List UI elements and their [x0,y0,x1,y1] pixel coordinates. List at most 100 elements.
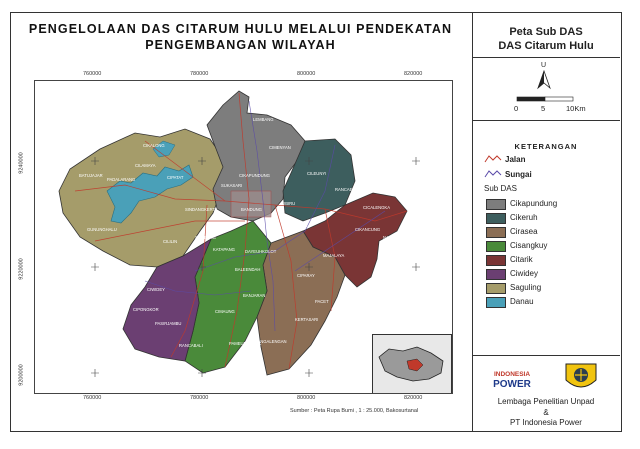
grid-top-3: 800000 [297,71,316,77]
map-title-line-1: PENGELOLAAN DAS CITARUM HULU MELALUI PEN… [28,22,453,36]
place-label: SUKASARI [221,183,242,188]
place-label: CIPONGKOR [133,307,159,312]
inset-map [372,334,452,393]
subdas-swatch-saguling [486,283,506,294]
subdas-swatch-cikeruh [486,213,506,224]
subdas-label-saguling: Saguling [510,283,542,292]
grid-marks [91,157,420,377]
scale-label-10: 10Km [566,104,586,113]
place-label: BANDUNG [241,207,262,212]
place-label: CILEUNYI [307,171,326,176]
road-line-icon [484,155,502,163]
place-label: NAGREG [383,235,401,240]
place-label: PACET [315,299,329,304]
place-label: MAJALAYA [323,253,344,258]
place-label: CICALENGKA [363,205,390,210]
credit-line-3: PT Indonesia Power [510,418,582,427]
subdas-label-cisangkuy: Cisangkuy [510,241,548,250]
subdas-label-cikapundung: Cikapundung [510,199,558,208]
grid-top-4: 820000 [404,71,423,77]
north-label: U [541,62,547,69]
place-label: CIMAUNG [215,309,235,314]
sidebar-title-1: Peta Sub DAS [509,26,583,38]
place-label: CIWIDEY [147,287,165,292]
region-cikapundung [206,90,306,222]
grid-top-2: 780000 [190,71,209,77]
indonesia-power-logo: INDONESIA POWER [486,368,538,390]
subdas-label-citarik: Citarik [510,255,533,264]
place-label: CIKALONG [143,143,165,148]
place-label: DAYEUHKOLOT [245,249,277,254]
inset-west-java [378,346,444,382]
river-line-icon [484,170,502,178]
sidebar-title-2: DAS Citarum Hulu [498,40,594,52]
grid-left-2: 9220000 [18,258,25,280]
rivers [144,100,386,332]
credit-text: Lembaga Penelitian Unpad & PT Indonesia … [472,397,620,429]
legend-river: Sungai [505,170,532,179]
place-label: CIKAPUNDUNG [239,173,270,178]
place-label: RANCAEKEK [335,187,361,192]
grid-bottom-1: 760000 [83,395,102,401]
place-label: SOREANG [195,235,216,240]
region-ciwidey [122,238,212,362]
subdas-label-cirasea: Cirasea [510,227,538,236]
place-label: LEMBANG [253,117,273,122]
subdas-label-ciwidey: Ciwidey [510,269,539,278]
place-label: BATUJAJAR [79,173,103,178]
subdas-swatch-cikapundung [486,199,506,210]
place-label: KATAPANG [213,247,235,252]
legend-road: Jalan [505,155,526,164]
subdas-label-cikeruh: Cikeruh [510,213,538,222]
grid-left-3: 9200000 [18,364,25,386]
subdas-title: Sub DAS [484,184,517,193]
place-label: KERTASARI [295,317,318,322]
roads [74,92,408,370]
scale-label-0: 0 [514,104,519,113]
subdas-label-danau: Danau [510,297,534,306]
place-label: GUNUNGHALU [87,227,117,232]
scale-label-5: 5 [541,104,546,113]
subdas-map: CIKALONG CILAMAYA CIPATAT PADALARANG BATUJAJ… [58,90,420,377]
place-label: RANCABALI [179,343,203,348]
place-label: CIBIRU [281,201,295,206]
place-label: PANGALENGAN [255,339,287,344]
source-note: Sumber : Peta Rupa Bumi , 1 : 25.000, Ba… [290,408,419,414]
region-cikeruh [282,138,356,222]
map-title-line-2: PENGEMBANGAN WILAYAH [145,38,336,52]
credit-line-1: Lembaga Penelitian Unpad [497,397,595,406]
subdas-swatch-ciwidey [486,269,506,280]
place-label: ARJASARI [287,223,307,228]
grid-left-1: 9240000 [18,152,25,174]
grid-bottom-3: 800000 [297,395,316,401]
place-label: BALEENDAH [235,267,260,272]
scale-bar [516,96,574,102]
place-label: SINDANGKERTA [185,207,218,212]
divider [472,120,620,121]
map-canvas: CIKALONG CILAMAYA CIPATAT PADALARANG BATUJAJ… [34,80,453,394]
divider [472,355,620,356]
credit-line-2: & [543,407,549,417]
unpad-logo [565,363,597,388]
legend-title: KETERANGAN [514,142,578,151]
place-label: CIMENYAN [269,145,291,150]
north-arrow-icon [537,70,551,90]
place-label: CIKANCUNG [355,227,380,232]
place-label: CIPARAY [297,273,315,278]
lake-saguling [106,164,194,224]
subdas-swatch-cisangkuy [486,241,506,252]
subdas-swatch-cirasea [486,227,506,238]
place-label: CILILIN [163,239,177,244]
place-label: PADALARANG [107,177,135,182]
place-label: PAMEUNGPEUK [229,341,261,346]
svg-text:INDONESIA: INDONESIA [494,371,530,378]
divider [472,57,620,58]
place-label: CIPATAT [167,175,184,180]
grid-bottom-4: 820000 [404,395,423,401]
subdas-swatch-danau [486,297,506,308]
subdas-swatch-citarik [486,255,506,266]
grid-bottom-2: 780000 [190,395,209,401]
place-labels: CIKALONG CILAMAYA CIPATAT PADALARANG BATUJAJ… [79,117,401,348]
grid-top-1: 760000 [83,71,102,77]
